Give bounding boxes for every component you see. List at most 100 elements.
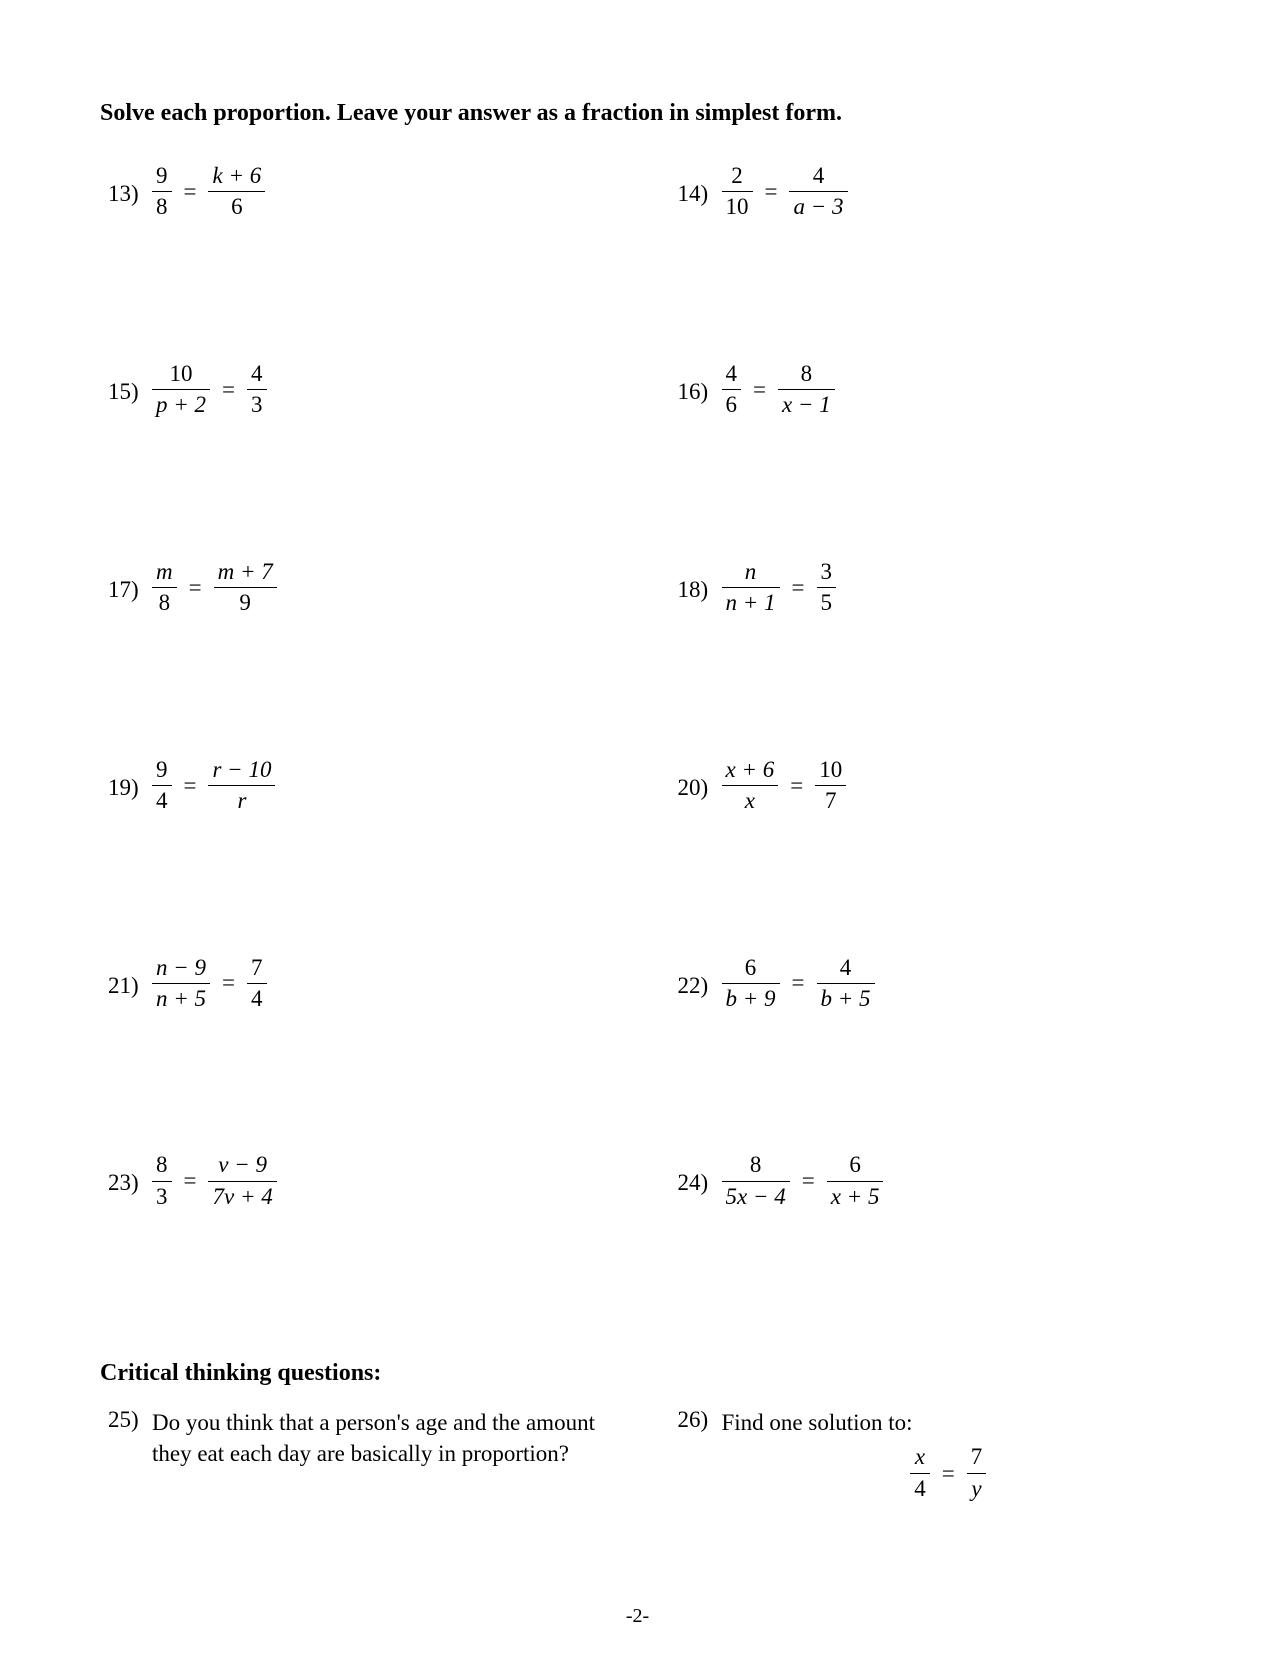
numerator: m + 7 bbox=[214, 559, 277, 585]
problem-body: n − 9n + 5=74 bbox=[152, 955, 618, 1013]
equals-sign: = bbox=[180, 1168, 201, 1194]
worksheet-page: Solve each proportion. Leave your answer… bbox=[0, 0, 1275, 1664]
fraction-bar bbox=[815, 785, 846, 786]
equals-sign: = bbox=[185, 575, 206, 601]
problem: 13)98=k + 66 bbox=[100, 163, 638, 221]
problem-number: 17) bbox=[108, 559, 152, 603]
fraction-left: 6b + 9 bbox=[722, 955, 780, 1013]
section-instruction: Solve each proportion. Leave your answer… bbox=[100, 100, 1175, 127]
equals-sign: = bbox=[788, 575, 809, 601]
fraction-right: v − 9 7v + 4 bbox=[208, 1152, 276, 1210]
equals-sign: = bbox=[180, 179, 201, 205]
fraction-right: 7 y bbox=[967, 1444, 987, 1502]
problem-body: Find one solution to: x 4 = 7 y bbox=[722, 1407, 1176, 1502]
problem: 17)m8=m + 79 bbox=[100, 559, 638, 617]
problem-body: nn + 1=35 bbox=[722, 559, 1156, 617]
numerator: 8 bbox=[797, 361, 817, 387]
fraction-bar bbox=[817, 983, 875, 984]
denominator: 7v + 4 bbox=[208, 1184, 276, 1210]
critical-thinking-row: 25) Do you think that a person's age and… bbox=[100, 1407, 1175, 1502]
problem: 15)10p + 2=43 bbox=[100, 361, 638, 419]
denominator: p + 2 bbox=[152, 392, 210, 418]
fraction-bar bbox=[208, 785, 275, 786]
problem: 21)n − 9n + 5=74 bbox=[100, 955, 638, 1013]
problem-number: 26) bbox=[678, 1407, 722, 1433]
numerator: x + 6 bbox=[722, 757, 779, 783]
problem-text: Do you think that a person's age and the… bbox=[152, 1407, 608, 1469]
fraction-bar bbox=[967, 1473, 987, 1474]
problem-body: 98=k + 66 bbox=[152, 163, 618, 221]
denominator: 6 bbox=[722, 392, 742, 418]
equation: 10p + 2=43 bbox=[152, 361, 267, 419]
fraction-bar bbox=[214, 587, 277, 588]
equation: 94 = r − 10r bbox=[152, 757, 275, 815]
problem-body: 10p + 2=43 bbox=[152, 361, 618, 419]
fraction-left: 94 bbox=[152, 757, 172, 815]
fraction-bar bbox=[247, 389, 267, 390]
numerator: 6 bbox=[845, 1152, 865, 1178]
denominator: 3 bbox=[152, 1184, 172, 1210]
page-number: -2- bbox=[0, 1605, 1275, 1628]
equation: x 4 = 7 y bbox=[910, 1444, 986, 1502]
problem-body: 6b + 9=4b + 5 bbox=[722, 955, 1156, 1013]
ct-problem: 26) Find one solution to: x 4 = 7 bbox=[638, 1407, 1176, 1502]
problem-body: m8=m + 79 bbox=[152, 559, 618, 617]
equation: 98=k + 66 bbox=[152, 163, 265, 221]
equals-sign: = bbox=[788, 970, 809, 996]
denominator: 8 bbox=[152, 194, 172, 220]
equation: 6b + 9=4b + 5 bbox=[722, 955, 875, 1013]
equals-sign: = bbox=[180, 773, 201, 799]
fraction-bar bbox=[789, 191, 847, 192]
numerator: 9 bbox=[152, 757, 172, 783]
problem-text: Find one solution to: bbox=[722, 1407, 1176, 1438]
fraction-bar bbox=[208, 1181, 276, 1182]
fraction-bar bbox=[827, 1181, 884, 1182]
problem: 18)nn + 1=35 bbox=[638, 559, 1176, 617]
equals-sign: = bbox=[938, 1458, 959, 1489]
ct-problem: 25) Do you think that a person's age and… bbox=[100, 1407, 638, 1502]
numerator: x bbox=[911, 1444, 929, 1470]
denominator: 7 bbox=[821, 788, 841, 814]
denominator: 5 bbox=[817, 590, 837, 616]
problem: 22)6b + 9=4b + 5 bbox=[638, 955, 1176, 1013]
numerator: 8 bbox=[746, 1152, 766, 1178]
denominator: 5x − 4 bbox=[722, 1184, 790, 1210]
fraction-right: k + 66 bbox=[208, 163, 265, 221]
numerator: n − 9 bbox=[152, 955, 210, 981]
numerator: 8 bbox=[152, 1152, 172, 1178]
denominator: x − 1 bbox=[778, 392, 835, 418]
numerator: 10 bbox=[166, 361, 197, 387]
equals-sign: = bbox=[218, 377, 239, 403]
fraction-left: x 4 bbox=[910, 1444, 930, 1502]
equation: 83=v − 97v + 4 bbox=[152, 1152, 277, 1210]
fraction-right: 35 bbox=[817, 559, 837, 617]
fraction-left: x + 6x bbox=[722, 757, 779, 815]
fraction-bar bbox=[208, 191, 265, 192]
fraction-left: nn + 1 bbox=[722, 559, 780, 617]
numerator: 4 bbox=[836, 955, 856, 981]
problem-number: 13) bbox=[108, 163, 152, 207]
problem-number: 18) bbox=[678, 559, 722, 603]
numerator: n bbox=[741, 559, 761, 585]
fraction-right: 8 x − 1 bbox=[778, 361, 835, 419]
numerator: 6 bbox=[741, 955, 761, 981]
fraction-left: 10 p + 2 bbox=[152, 361, 210, 419]
fraction-right: r − 10r bbox=[208, 757, 275, 815]
fraction-bar bbox=[152, 983, 210, 984]
equation: x + 6x=107 bbox=[722, 757, 847, 815]
denominator: 10 bbox=[722, 194, 753, 220]
denominator: a − 3 bbox=[789, 194, 847, 220]
fraction-right: 6x + 5 bbox=[827, 1152, 884, 1210]
numerator: r − 10 bbox=[208, 757, 275, 783]
numerator: v − 9 bbox=[214, 1152, 271, 1178]
fraction-left: 8 5x − 4 bbox=[722, 1152, 790, 1210]
denominator: 8 bbox=[155, 590, 175, 616]
fraction-left: 83 bbox=[152, 1152, 172, 1210]
critical-thinking-title: Critical thinking questions: bbox=[100, 1360, 1175, 1387]
problem-number: 15) bbox=[108, 361, 152, 405]
problem-body: 85x − 4=6x + 5 bbox=[722, 1152, 1156, 1210]
equals-sign: = bbox=[218, 970, 239, 996]
numerator: k + 6 bbox=[208, 163, 265, 189]
numerator: 3 bbox=[817, 559, 837, 585]
problem: 23)83=v − 97v + 4 bbox=[100, 1152, 638, 1210]
